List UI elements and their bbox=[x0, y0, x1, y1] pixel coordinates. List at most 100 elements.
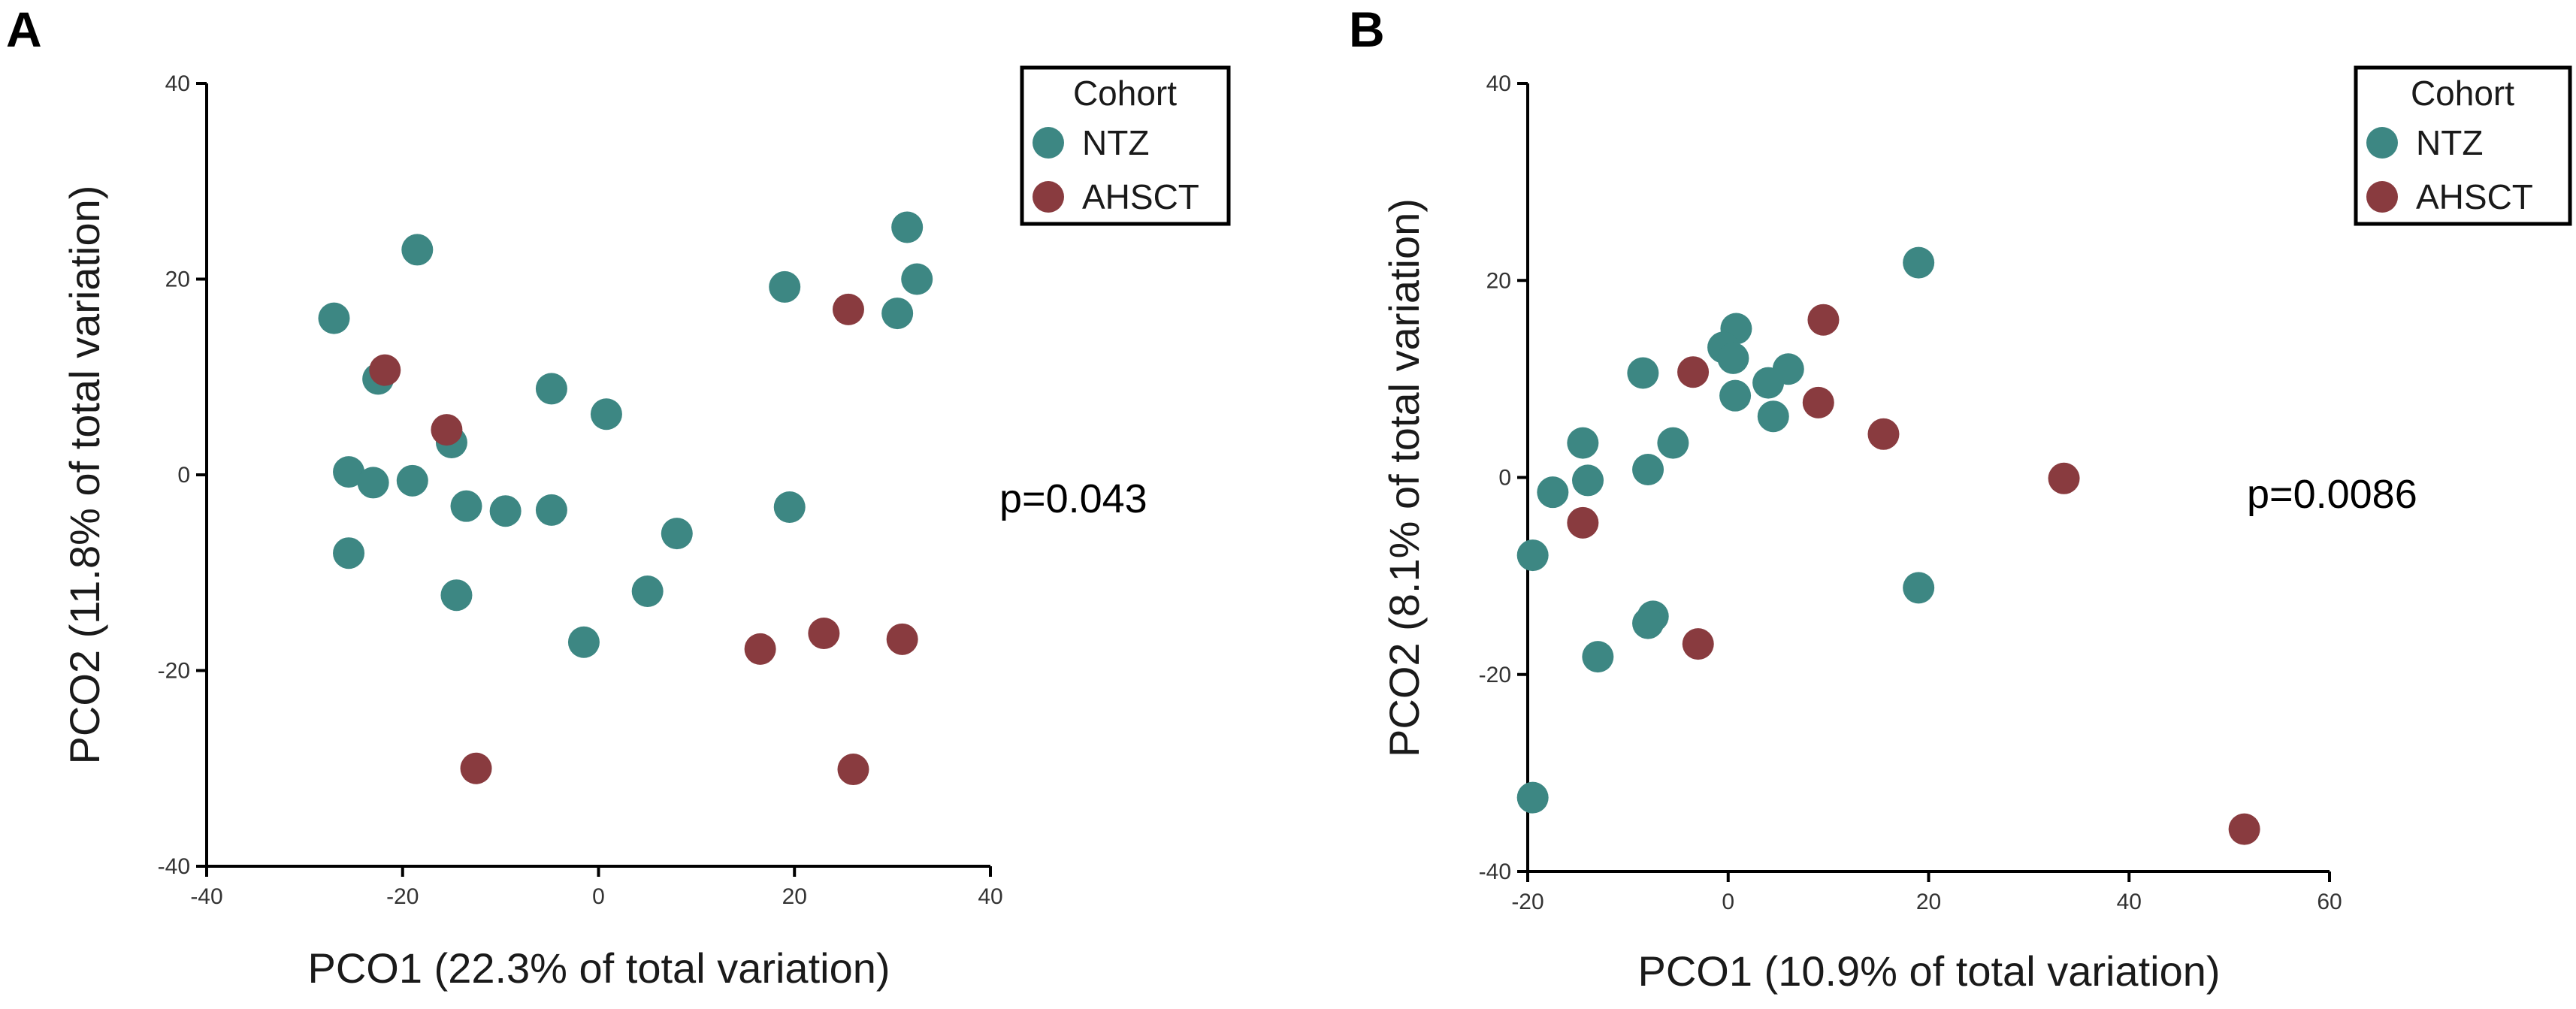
panel-b-point-ntz bbox=[1537, 476, 1569, 509]
panel-b-points bbox=[1516, 246, 2260, 845]
panel-b-legend: Cohort NTZ AHSCT bbox=[2354, 65, 2572, 226]
panel-b-point-ahsct bbox=[1677, 356, 1710, 388]
panel-a-point-ntz bbox=[333, 456, 365, 488]
panel-b-x-tick-label: 60 bbox=[2317, 890, 2342, 914]
panel-a-point-ahsct bbox=[837, 754, 869, 786]
panel-a-x-tick-label: 0 bbox=[592, 884, 605, 909]
panel-b-legend-marker-ntz bbox=[2366, 127, 2398, 159]
panel-a-point-ntz bbox=[535, 494, 567, 526]
panel-b-y-tick-label: -20 bbox=[1479, 663, 1511, 687]
panel-b-point-ntz bbox=[1516, 539, 1549, 572]
panel-b-point-ntz bbox=[1757, 400, 1789, 433]
panel-a-x-axis-title: PCO1 (22.3% of total variation) bbox=[307, 944, 890, 992]
panel-a-point-ntz bbox=[661, 518, 693, 550]
panel-a-point-ntz bbox=[891, 211, 924, 243]
panel-b-point-ahsct bbox=[2228, 813, 2260, 845]
panel-b-point-ntz bbox=[1752, 367, 1785, 399]
panel-a-ticks: -40 -20 0 20 40 -40 -20 0 20 40 bbox=[158, 71, 1003, 909]
panel-b-y-tick-label: 0 bbox=[1498, 466, 1511, 491]
panel-b-point-ahsct bbox=[1682, 628, 1714, 660]
panel-b-point-ntz bbox=[1903, 246, 1935, 279]
panel-a-point-ntz bbox=[401, 234, 434, 266]
panel-b-y-tick-label: 40 bbox=[1486, 71, 1511, 96]
panel-a-point-ntz bbox=[396, 464, 428, 497]
panel-b-point-ahsct bbox=[1567, 506, 1599, 539]
panel-b-y-tick-label: -40 bbox=[1479, 859, 1511, 884]
panel-a-y-tick-label: -20 bbox=[158, 659, 190, 684]
panel-a-y-tick-label: 0 bbox=[177, 463, 190, 488]
panel-b-legend-label-ahsct: AHSCT bbox=[2416, 177, 2533, 216]
panel-b-point-ahsct bbox=[1867, 418, 1900, 450]
panel-b-point-ntz bbox=[1717, 342, 1749, 374]
panel-a-x-tick-label: 20 bbox=[782, 884, 807, 909]
panel-a-point-ntz bbox=[440, 579, 473, 612]
panel-b-point-ntz bbox=[1582, 641, 1614, 673]
panel-a-legend: Cohort NTZ AHSCT bbox=[1020, 65, 1231, 226]
panel-a-points bbox=[318, 211, 933, 786]
panel-a-legend-marker-ahsct bbox=[1033, 181, 1064, 213]
panel-a-y-tick-label: 20 bbox=[165, 267, 190, 292]
panel-b-point-ahsct bbox=[1807, 304, 1840, 336]
panel-a-y-tick-label: -40 bbox=[158, 854, 190, 879]
panel-b-legend-label-ntz: NTZ bbox=[2416, 123, 2483, 162]
panel-b-point-ntz bbox=[1657, 427, 1689, 459]
panel-a-point-ntz bbox=[567, 626, 600, 658]
panel-a-point-ahsct bbox=[369, 354, 401, 386]
panel-b-label: B bbox=[1349, 2, 1385, 57]
panel-a-p-value: p=0.043 bbox=[999, 476, 1147, 521]
panel-a-point-ntz bbox=[590, 398, 622, 430]
panel-a-legend-label-ahsct: AHSCT bbox=[1082, 177, 1199, 216]
panel-a: A -40 -20 0 20 40 -40 -20 0 20 40 PCO1 (22.3% of … bbox=[6, 2, 1231, 992]
panel-b-legend-marker-ahsct bbox=[2366, 181, 2398, 213]
panel-a-point-ahsct bbox=[460, 752, 492, 784]
panel-a-point-ntz bbox=[450, 490, 482, 522]
panel-a-point-ntz bbox=[535, 373, 567, 405]
panel-a-plot-area: -40 -20 0 20 40 -40 -20 0 20 40 bbox=[158, 71, 1003, 909]
panel-b-x-tick-label: 20 bbox=[1916, 890, 1941, 914]
panel-b-point-ntz bbox=[1572, 464, 1604, 497]
panel-b-point-ntz bbox=[1632, 454, 1664, 486]
panel-b-point-ntz bbox=[1567, 427, 1599, 459]
panel-b-x-tick-label: 40 bbox=[2117, 890, 2142, 914]
panel-b-point-ntz bbox=[1516, 781, 1549, 814]
panel-b-p-value: p=0.0086 bbox=[2247, 472, 2417, 517]
panel-b-legend-title: Cohort bbox=[2411, 74, 2514, 113]
panel-b-point-ahsct bbox=[1802, 386, 1834, 418]
panel-a-point-ntz bbox=[881, 298, 914, 330]
panel-a-point-ntz bbox=[901, 263, 933, 295]
panel-a-point-ahsct bbox=[431, 414, 463, 446]
panel-a-point-ntz bbox=[769, 270, 801, 303]
panel-a-point-ahsct bbox=[744, 633, 776, 665]
panel-a-point-ntz bbox=[631, 575, 664, 607]
panel-a-point-ahsct bbox=[808, 618, 840, 650]
panel-b-y-tick-label: 20 bbox=[1486, 268, 1511, 293]
panel-a-x-tick-label: -40 bbox=[190, 884, 222, 909]
panel-a-y-axis-title: PCO2 (11.8% of total variation) bbox=[61, 186, 108, 765]
panel-b-point-ntz bbox=[1719, 379, 1752, 412]
panel-b-point-ntz bbox=[1627, 357, 1659, 389]
panel-b-x-tick-label: 0 bbox=[1722, 890, 1734, 914]
panel-a-y-tick-label: 40 bbox=[165, 71, 190, 96]
panel-a-point-ahsct bbox=[832, 293, 864, 325]
panel-a-legend-marker-ntz bbox=[1033, 127, 1064, 159]
panel-a-x-tick-label: 40 bbox=[978, 884, 1002, 909]
panel-b-x-tick-label: -20 bbox=[1511, 890, 1543, 914]
panel-b-point-ntz bbox=[1632, 607, 1664, 639]
panel-b-x-axis-title: PCO1 (10.9% of total variation) bbox=[1637, 947, 2220, 995]
panel-a-point-ntz bbox=[333, 537, 365, 569]
panel-b-y-axis-title: PCO2 (8.1% of total variation) bbox=[1380, 198, 1428, 757]
panel-a-label: A bbox=[6, 2, 42, 57]
panel-a-x-tick-label: -20 bbox=[386, 884, 419, 909]
panel-a-point-ntz bbox=[318, 302, 350, 334]
panel-a-point-ntz bbox=[489, 495, 522, 527]
panel-a-point-ntz bbox=[357, 467, 389, 499]
panel-a-point-ahsct bbox=[886, 623, 918, 655]
panel-a-point-ntz bbox=[773, 491, 806, 523]
panel-a-legend-label-ntz: NTZ bbox=[1082, 123, 1149, 162]
panel-b-point-ntz bbox=[1903, 572, 1935, 604]
panel-a-legend-title: Cohort bbox=[1073, 74, 1177, 113]
